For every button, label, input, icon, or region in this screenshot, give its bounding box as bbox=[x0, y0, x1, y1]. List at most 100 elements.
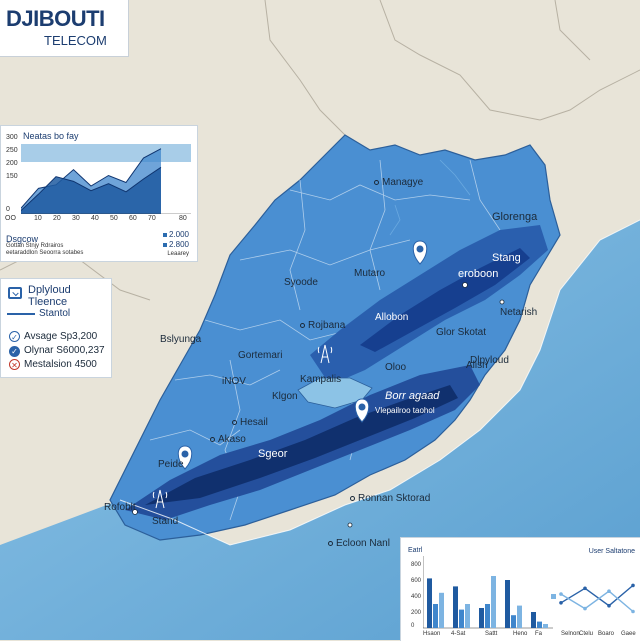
y-tick-label: 250 bbox=[6, 147, 18, 154]
logo-line2: TELECOM bbox=[44, 33, 107, 48]
map-label: Peide bbox=[158, 459, 184, 470]
download-stats-panel: Dplyloud Tleence Stantol ✓ Avsage Sp3,200… bbox=[0, 278, 112, 378]
coverage-core-south bbox=[145, 385, 458, 505]
stats-row: ✓ Avsage Sp3,200 bbox=[9, 331, 97, 342]
area-series bbox=[21, 167, 161, 214]
x-tick-label: 30 bbox=[72, 215, 80, 222]
map-label: Rofoblt bbox=[104, 502, 136, 513]
area-series-line bbox=[21, 148, 162, 209]
legend-subtitle: Gottan Stnjy Rdrairos bbox=[6, 243, 64, 249]
area-chart bbox=[21, 144, 191, 214]
bar bbox=[439, 592, 444, 628]
map-label: Glorenga bbox=[492, 211, 538, 223]
map-pin-center[interactable] bbox=[354, 398, 370, 423]
x-tick-label: Boaro bbox=[598, 631, 615, 637]
map-label: Alisn bbox=[466, 360, 488, 371]
map-label: Sgeor bbox=[258, 448, 288, 460]
logo-line1: DJIBOUTI bbox=[6, 6, 105, 31]
city-dots bbox=[132, 282, 505, 528]
x-tick-label: 20 bbox=[53, 215, 61, 222]
x-tick-label: 70 bbox=[148, 215, 156, 222]
map-pin-southwest[interactable] bbox=[177, 445, 193, 470]
y-tick-label: 0 bbox=[411, 623, 415, 629]
download-icon bbox=[8, 287, 22, 299]
y-tick-label: 600 bbox=[411, 578, 422, 584]
map-label: Stand bbox=[152, 516, 179, 527]
map-label: eroboon bbox=[458, 268, 499, 280]
x-tick-label: 60 bbox=[129, 215, 137, 222]
map-label: Ecloon Nanl bbox=[328, 538, 390, 549]
legend-swatch bbox=[551, 594, 556, 599]
map-label: Gortemari bbox=[238, 350, 283, 361]
bar bbox=[427, 578, 432, 628]
rivers bbox=[389, 159, 471, 236]
panel-title-line1: Dplyloud bbox=[28, 284, 71, 296]
bar-chart bbox=[423, 556, 553, 629]
stats-row: ✓ Olynar S6000,237 bbox=[9, 345, 105, 357]
x-tick-label: 40 bbox=[91, 215, 99, 222]
x-tick-label: 50 bbox=[110, 215, 118, 222]
bar bbox=[531, 612, 536, 628]
area-chart-panel: Neatas bo fay 300 250 200 150 0 OO 10 20… bbox=[0, 125, 198, 262]
map-label: iNOV bbox=[222, 376, 246, 387]
legend-note: Leaarey bbox=[167, 251, 189, 257]
bar bbox=[491, 576, 496, 628]
map-pin-north[interactable] bbox=[412, 240, 428, 265]
map-label: Dlpyloud bbox=[470, 355, 509, 366]
x-tick-label: Sattt bbox=[485, 631, 498, 637]
map-label: Akaso bbox=[210, 434, 246, 445]
map-label: Netarish bbox=[500, 307, 538, 318]
x-tick-label: OO bbox=[5, 215, 16, 222]
y-tick-label: 400 bbox=[411, 594, 422, 600]
stats-row: ✕ Mestalsion 4500 bbox=[9, 359, 97, 370]
antenna-tower-icon bbox=[317, 344, 333, 364]
bar bbox=[433, 604, 438, 628]
bar-chart-title: Eatrl bbox=[408, 547, 423, 554]
bar bbox=[537, 621, 542, 628]
stats-row-text: Avsage Sp3,200 bbox=[24, 331, 98, 342]
map-label: Klgon bbox=[272, 391, 298, 402]
map-label: Rojbana bbox=[300, 320, 345, 331]
map-label: Allobon bbox=[375, 312, 409, 323]
area-series-line bbox=[21, 166, 162, 211]
check-icon: ✓ bbox=[9, 346, 20, 357]
map-label: Borr agaad bbox=[385, 390, 440, 402]
divider bbox=[7, 313, 35, 315]
cross-icon: ✕ bbox=[9, 359, 20, 370]
coastline bbox=[119, 219, 640, 546]
company-logo: DJIBOUTI TELECOM bbox=[0, 0, 129, 57]
x-tick-label: Gaee bbox=[621, 631, 636, 637]
bar bbox=[517, 605, 522, 628]
bar-chart-panel: Eatrl User Saltatone 800 600 400 200 0 H… bbox=[400, 537, 640, 641]
y-tick-label: 0 bbox=[6, 206, 10, 213]
legend-value: 2.800 bbox=[162, 240, 189, 249]
bar bbox=[543, 624, 548, 628]
map-label: Syoode bbox=[284, 277, 318, 288]
bar bbox=[465, 604, 470, 628]
y-tick-label: 300 bbox=[6, 134, 18, 141]
stats-row-text: Mestalsion 4500 bbox=[24, 359, 97, 370]
map-label: Stang bbox=[492, 252, 521, 264]
x-tick-label: 80 bbox=[179, 215, 187, 222]
x-tick-label: Selnon bbox=[561, 631, 580, 637]
chart-title: Neatas bo fay bbox=[23, 131, 79, 141]
map-label: Ronnan Sktorad bbox=[350, 493, 430, 504]
check-icon: ✓ bbox=[9, 331, 20, 342]
map-label: Oloo bbox=[385, 362, 407, 373]
map-label: Hesail bbox=[232, 417, 268, 428]
bar bbox=[485, 604, 490, 628]
stats-row-text: Olynar S6000,237 bbox=[24, 345, 105, 356]
antenna-tower-icon bbox=[152, 489, 168, 509]
coverage-core-north bbox=[360, 248, 530, 352]
line-chart bbox=[551, 583, 635, 614]
y-tick-label: 800 bbox=[411, 562, 422, 568]
panel-title-line2: Tleence bbox=[28, 296, 68, 308]
legend-swatch bbox=[162, 242, 167, 247]
bar bbox=[511, 615, 516, 628]
bar bbox=[505, 580, 510, 628]
line-series bbox=[560, 584, 634, 607]
map-label: Bslyunga bbox=[160, 334, 202, 345]
legend-swatch bbox=[162, 232, 167, 237]
bar bbox=[479, 608, 484, 628]
